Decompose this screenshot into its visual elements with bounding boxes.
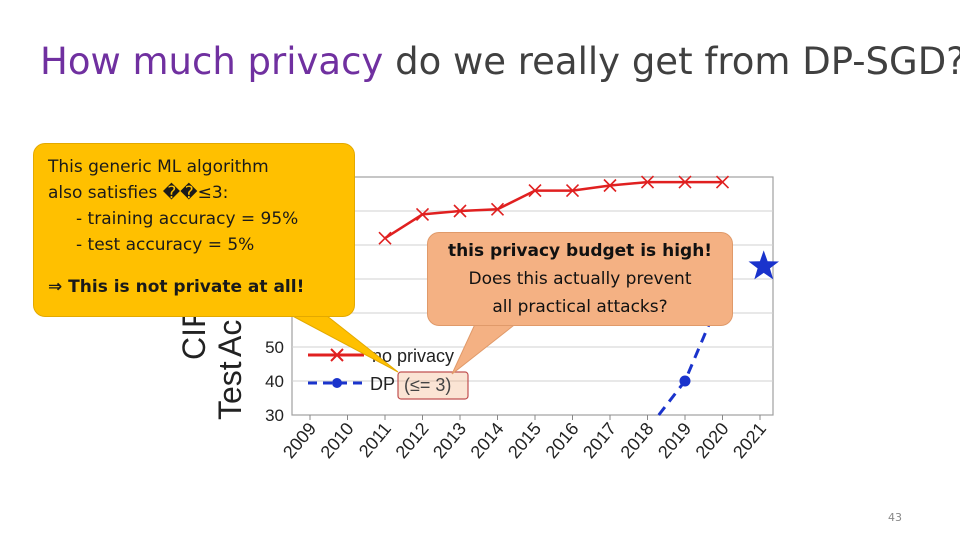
x-tick-label: 2020 — [692, 419, 733, 463]
x-tick-label: 2011 — [355, 419, 395, 462]
legend-marker-x — [330, 348, 344, 362]
x-tick-label: 2016 — [542, 419, 583, 463]
x-tick-label: 2017 — [579, 419, 620, 463]
callout-left-line1: This generic ML algorithm — [48, 157, 269, 177]
data-point-no-privacy — [603, 178, 617, 193]
legend-dp-highlight — [397, 371, 469, 400]
callout-right-line1: this privacy budget is high! — [447, 241, 713, 261]
x-tick-label: 2012 — [392, 419, 433, 463]
x-tick-label: 2019 — [654, 419, 695, 463]
x-tick-label: 2014 — [467, 419, 508, 463]
title-rest: do we really get from DP-SGD? — [383, 40, 960, 83]
callout-left-conclusion: ⇒ This is not private at all! — [48, 277, 305, 297]
legend-marker-dot — [332, 378, 342, 388]
x-tick-labels: 2009201020112012201320142015201620172018… — [279, 415, 770, 462]
callout-left-bullet1: - training accuracy = 95% — [76, 209, 299, 229]
data-point-no-privacy — [415, 207, 430, 221]
callout-right-line3: all practical attacks? — [492, 297, 668, 317]
y-tick-label: 40 — [265, 372, 284, 391]
data-point-no-privacy — [453, 204, 467, 218]
x-tick-label: 2009 — [279, 419, 320, 463]
y-axis-label-line2b: Ac — [212, 320, 248, 357]
callout-right-line2: Does this actually prevent — [468, 269, 692, 289]
legend-label-dp: DP — [370, 374, 395, 394]
data-point-no-privacy — [678, 175, 692, 189]
data-point-no-privacy — [490, 202, 505, 216]
data-point-no-privacy — [640, 175, 655, 189]
x-tick-label: 2013 — [429, 419, 470, 463]
y-axis-label-line2a: Test — [212, 361, 248, 420]
y-axis-label-line1: CIF — [176, 308, 212, 360]
x-tick-label: 2010 — [317, 419, 358, 463]
data-point-no-privacy — [715, 175, 730, 189]
x-tick-label: 2021 — [729, 419, 770, 463]
data-point-dp — [679, 375, 691, 387]
data-point-no-privacy — [378, 231, 392, 245]
callout-left: This generic ML algorithm also satisfies… — [33, 143, 355, 317]
y-tick-label: 30 — [265, 406, 284, 425]
x-tick-label: 2015 — [504, 419, 545, 463]
data-point-no-privacy — [528, 184, 542, 198]
callout-left-line2: also satisfies ��≤3: — [48, 183, 229, 203]
y-tick-labels: 30 40 50 — [265, 338, 284, 425]
legend-label-no-privacy: no privacy — [372, 346, 454, 366]
y-tick-label: 50 — [265, 338, 284, 357]
callout-right: this privacy budget is high! Does this a… — [427, 232, 733, 326]
data-point-no-privacy — [565, 184, 580, 198]
slide-title: How much privacy do we really get from D… — [40, 40, 960, 83]
legend: no privacy DP (≤= 3) — [308, 346, 469, 400]
series-line-no-privacy — [384, 180, 723, 240]
x-tick-label: 2018 — [617, 419, 658, 463]
page-number: 43 — [888, 511, 902, 524]
legend-label-dp-epsilon: (≤= 3) — [404, 375, 451, 395]
title-accent: How much privacy — [40, 40, 384, 83]
callout-left-bullet2: - test accuracy = 5% — [76, 235, 255, 255]
star-marker — [748, 250, 779, 280]
